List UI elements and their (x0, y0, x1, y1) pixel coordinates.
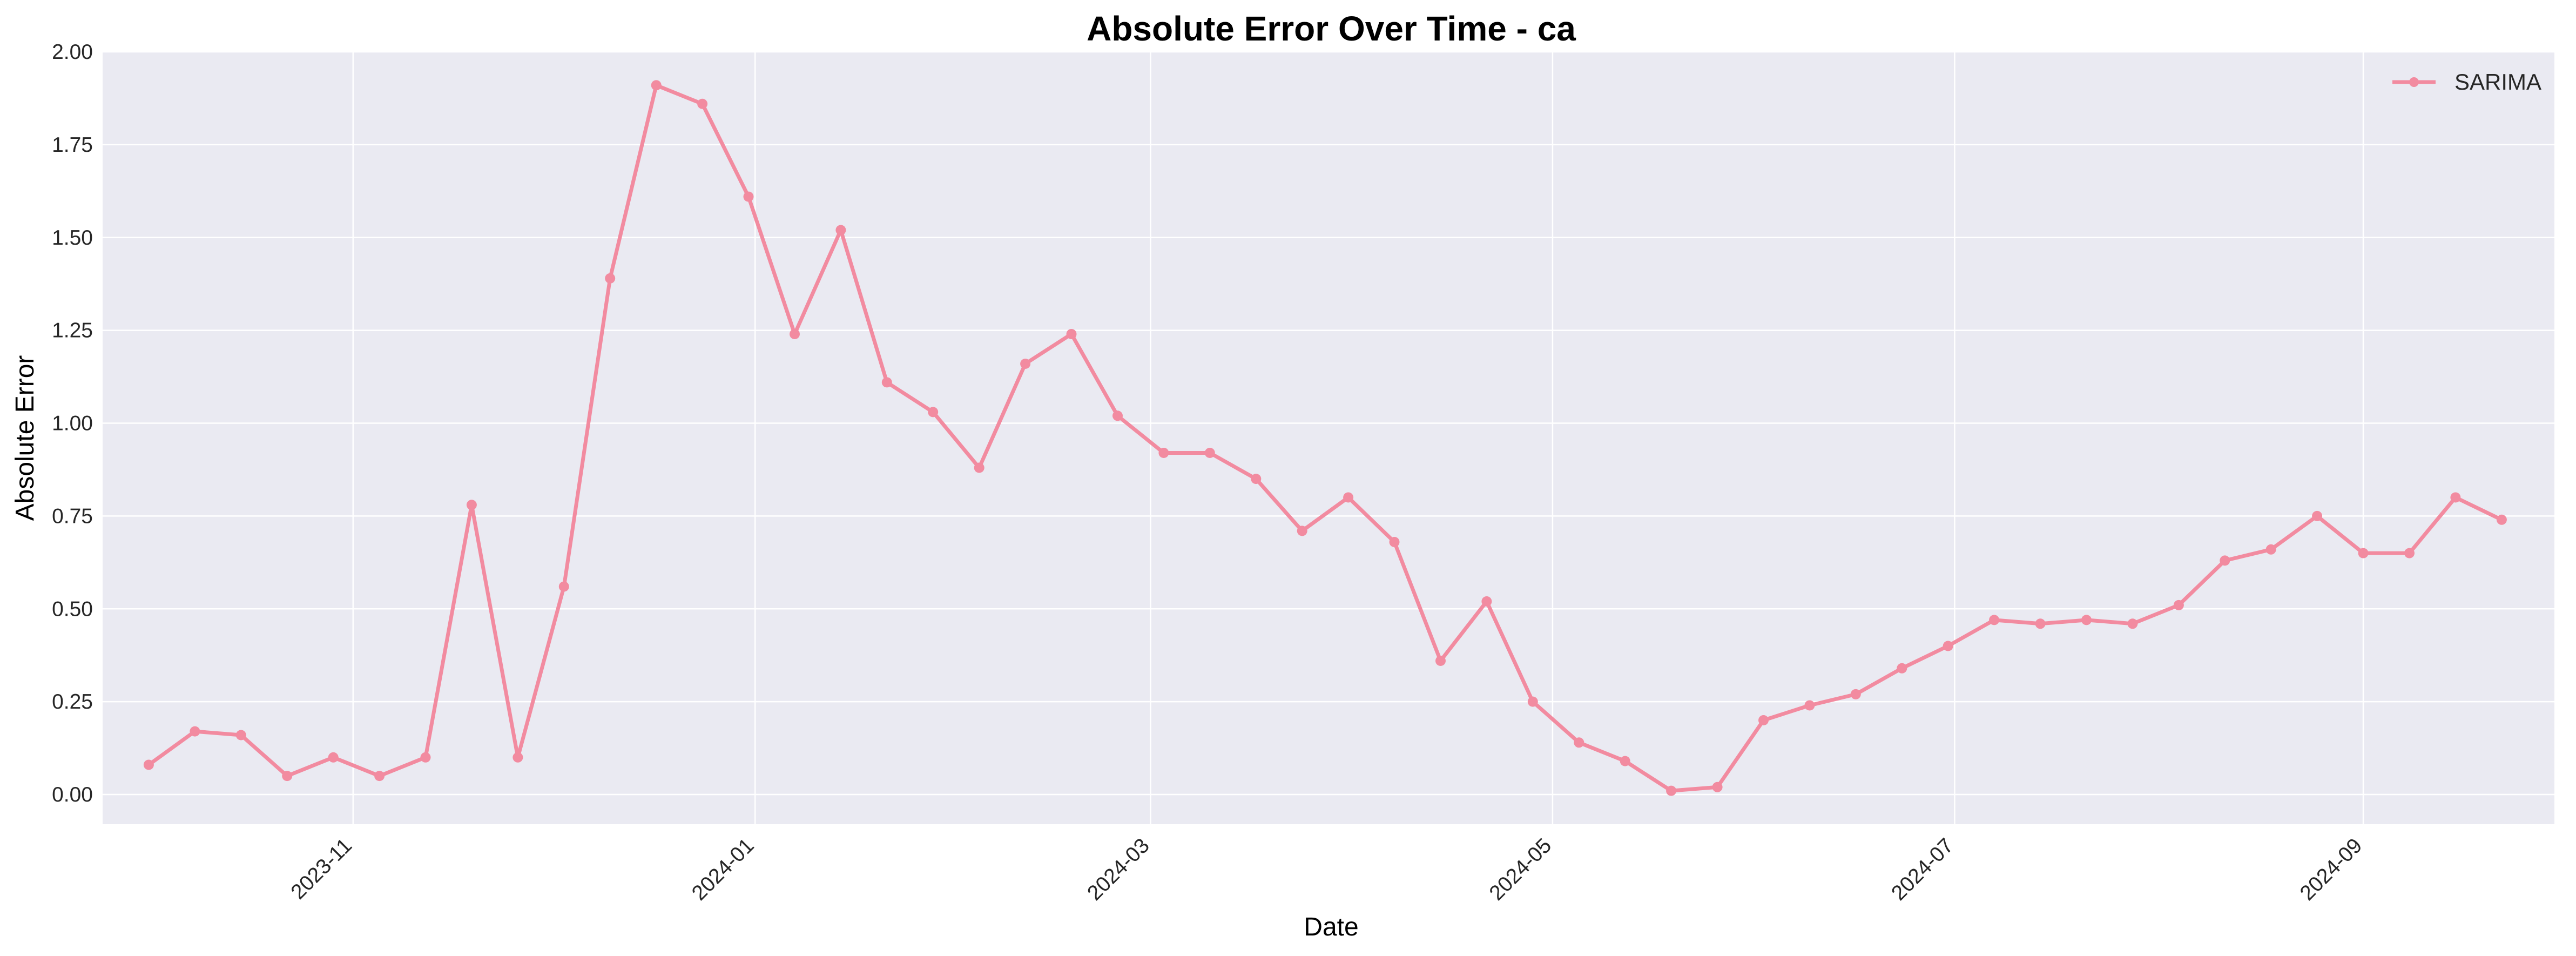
x-tick-label: 2024-07 (1887, 834, 1958, 905)
x-axis-label: Date (1304, 913, 1358, 941)
data-point (928, 407, 939, 418)
data-point (605, 273, 616, 284)
data-point (2220, 555, 2230, 566)
y-tick-label: 0.50 (52, 597, 93, 621)
data-point (1112, 410, 1123, 421)
data-point (790, 329, 800, 339)
plot-area (103, 52, 2554, 824)
series-layer (143, 80, 2507, 796)
data-point (1066, 329, 1077, 339)
data-point (1989, 615, 2000, 625)
data-point (2035, 618, 2046, 629)
x-tick-label: 2024-05 (1485, 834, 1556, 905)
data-point (697, 98, 708, 109)
data-point (2127, 618, 2138, 629)
legend-label: SARIMA (2454, 69, 2541, 95)
data-point (1020, 359, 1031, 369)
y-tick-label: 0.00 (52, 783, 93, 806)
data-point (1897, 663, 1907, 674)
data-point (282, 771, 293, 782)
data-point (328, 752, 339, 763)
series-line-sarima (146, 83, 2504, 793)
data-point (1804, 700, 1815, 711)
data-point (558, 581, 569, 592)
data-point (1574, 737, 1584, 748)
data-point (1758, 715, 1769, 725)
x-tick-labels: 2023-11 2024-01 2024-03 2024-05 2024-07 2024-… (287, 834, 2367, 905)
data-point (1251, 474, 1262, 484)
data-point (2173, 600, 2184, 610)
data-point (2450, 492, 2461, 503)
data-point (2312, 510, 2323, 521)
data-point (1158, 448, 1169, 458)
y-tick-label: 0.75 (52, 504, 93, 528)
y-tick-label: 1.25 (52, 319, 93, 342)
data-point (420, 752, 431, 763)
data-point (512, 752, 523, 763)
y-tick-label: 1.00 (52, 412, 93, 435)
data-point (743, 191, 754, 202)
legend: SARIMA (2392, 69, 2541, 95)
grid (103, 51, 2554, 824)
data-point (1343, 492, 1354, 503)
data-point (1712, 782, 1723, 792)
y-tick-labels: 0.00 0.25 0.50 0.75 1.00 1.25 1.50 1.75 2.00 (52, 41, 93, 806)
data-point (1527, 696, 1538, 707)
data-point (881, 377, 892, 388)
data-point (1389, 537, 1400, 547)
data-point (1481, 596, 1492, 607)
data-point (2496, 514, 2507, 525)
y-tick-label: 1.75 (52, 133, 93, 157)
data-point (2265, 544, 2276, 555)
data-point (1666, 785, 1677, 796)
x-tick-label: 2024-03 (1083, 834, 1154, 905)
y-axis-label: Absolute Error (11, 355, 39, 521)
data-point (1435, 656, 1446, 666)
data-point (835, 225, 846, 235)
x-tick-label: 2023-11 (287, 834, 357, 904)
data-point (2404, 548, 2415, 558)
y-tick-label: 2.00 (52, 41, 93, 64)
data-point (1850, 689, 1861, 699)
data-point (651, 80, 662, 91)
y-tick-label: 0.25 (52, 690, 93, 713)
x-tick-label: 2024-01 (687, 834, 759, 905)
data-point (374, 771, 385, 782)
data-point (190, 726, 200, 737)
data-point (466, 500, 477, 510)
x-tick-label: 2024-09 (2296, 834, 2367, 905)
data-point (2358, 548, 2369, 558)
y-tick-label: 1.50 (52, 226, 93, 250)
legend-marker-icon (2409, 77, 2419, 87)
data-point (1620, 756, 1630, 766)
data-point (2081, 615, 2092, 625)
data-point (974, 462, 984, 473)
data-point (1204, 448, 1215, 458)
data-point (235, 730, 246, 740)
data-point (1297, 526, 1307, 536)
chart-title: Absolute Error Over Time - ca (1087, 9, 1576, 48)
data-point (1943, 641, 1953, 651)
data-point (143, 759, 154, 770)
